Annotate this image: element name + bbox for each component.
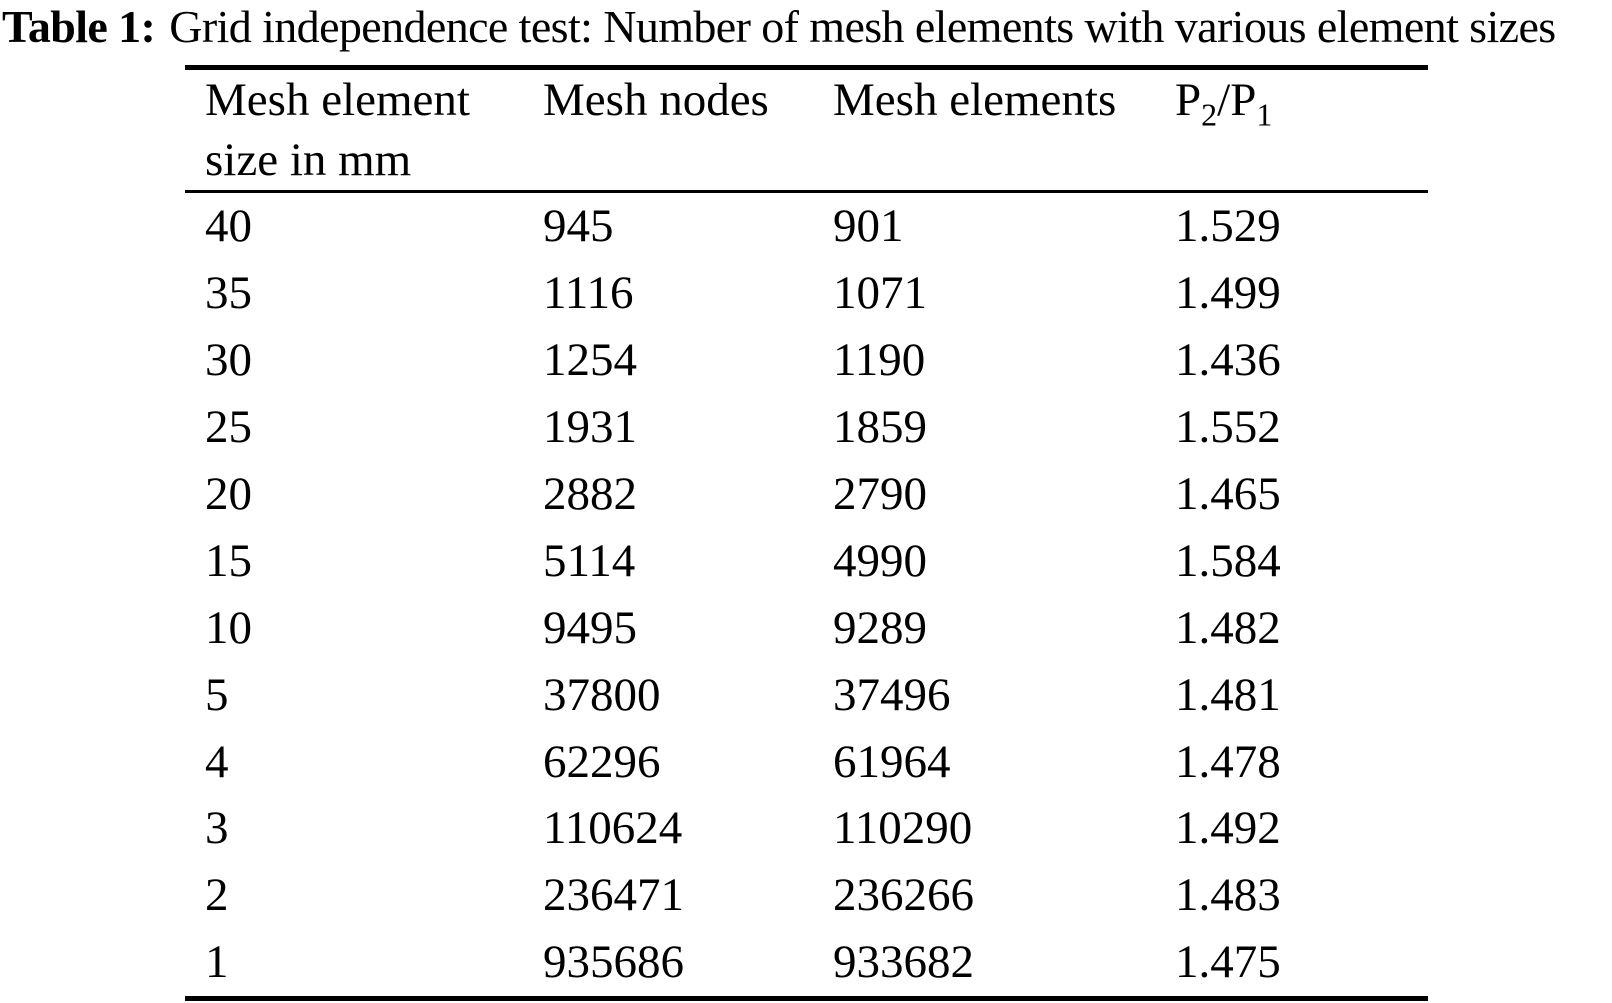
table-cell: 1254	[543, 334, 637, 387]
table-cell: 9289	[833, 601, 927, 654]
table-cell: 1.483	[1175, 869, 1281, 922]
table-cell: 40	[205, 200, 252, 253]
table-row: 20 2882 2790 1.465	[185, 461, 1428, 528]
table-cell: 10	[205, 601, 252, 654]
table-cell: 1116	[543, 267, 634, 320]
table-cell: 1859	[833, 401, 927, 454]
table-row: 15 5114 4990 1.584	[185, 527, 1428, 594]
table-cell: 4990	[833, 534, 927, 587]
table-cell: 2882	[543, 468, 637, 520]
table-row: 40 945 901 1.529	[185, 193, 1428, 260]
table-cell: 110290	[833, 802, 973, 855]
p2-base: P	[1175, 74, 1202, 126]
table-cell: 945	[543, 200, 614, 253]
table-cell: 37496	[833, 668, 951, 721]
table-row: 25 1931 1859 1.552	[185, 394, 1428, 461]
table-caption-label: Table 1:	[2, 1, 156, 52]
table-row: 30 1254 1190 1.436	[185, 327, 1428, 394]
table-row: 3 110624 110290 1.492	[185, 795, 1428, 862]
table-cell: 37800	[543, 668, 661, 721]
table-cell: 1190	[833, 334, 926, 387]
table-cell: 901	[833, 200, 904, 253]
table-cell: 236471	[543, 869, 684, 922]
table-bottom-rule	[185, 995, 1428, 1001]
table-row: 35 1116 1071 1.499	[185, 260, 1428, 327]
table-cell: 1.475	[1175, 936, 1281, 989]
table-cell: 1071	[833, 267, 927, 320]
table-row: 10 9495 9289 1.482	[185, 594, 1428, 661]
table-cell: 1.499	[1175, 267, 1281, 320]
table-cell: 1.465	[1175, 468, 1281, 520]
table-row: 4 62296 61964 1.478	[185, 728, 1428, 795]
table-caption: Table 1: Grid independence test: Number o…	[2, 0, 1556, 53]
table-cell: 1	[205, 936, 229, 989]
ratio-slash: /	[1217, 74, 1231, 126]
table-cell: 935686	[543, 936, 684, 989]
table-cell: 236266	[833, 869, 974, 922]
table-cell: 62296	[543, 735, 661, 788]
header-line: Mesh element	[205, 74, 470, 126]
table-cell: 933682	[833, 936, 974, 989]
header-line: size in mm	[205, 134, 412, 186]
header-p2-p1-ratio: P2/P1	[1175, 70, 1448, 190]
table-cell: 5	[205, 668, 229, 721]
grid-independence-table: Mesh element size in mm Mesh nodes Mesh …	[185, 65, 1428, 1001]
table-cell: 1.481	[1175, 668, 1281, 721]
header-mesh-elements: Mesh elements	[833, 74, 1117, 126]
table-cell: 5114	[543, 534, 636, 587]
table-cell: 1931	[543, 401, 637, 454]
table-cell: 1.482	[1175, 601, 1281, 654]
table-cell: 1.478	[1175, 735, 1281, 788]
table-body: 40 945 901 1.529 35 1116 1071 1.499 30 1254 1190 1.…	[185, 193, 1428, 996]
table-cell: 1.584	[1175, 534, 1281, 587]
table-cell: 15	[205, 534, 252, 587]
table-cell: 110624	[543, 802, 683, 855]
table-cell: 25	[205, 401, 252, 454]
table-cell: 35	[205, 267, 252, 320]
table-cell: 20	[205, 468, 252, 520]
header-mesh-element-size: Mesh element size in mm	[205, 70, 543, 190]
header-mesh-nodes: Mesh nodes	[543, 74, 769, 126]
table-cell: 61964	[833, 735, 951, 788]
table-cell: 30	[205, 334, 252, 387]
table-row: 1 935686 933682 1.475	[185, 929, 1428, 996]
table-cell: 2	[205, 869, 229, 922]
table-caption-text: Grid independence test: Number of mesh e…	[169, 1, 1556, 52]
p2-subscript: 2	[1201, 97, 1218, 133]
table-cell: 1.436	[1175, 334, 1281, 387]
table-cell: 1.492	[1175, 802, 1281, 855]
table-top-rule	[185, 65, 1428, 70]
table-cell: 2790	[833, 468, 927, 520]
table-cell: 3	[205, 802, 229, 855]
p1-base: P	[1230, 74, 1257, 126]
table-cell: 1.529	[1175, 200, 1281, 253]
table-cell: 9495	[543, 601, 637, 654]
table-mid-rule	[185, 190, 1428, 193]
table-cell: 1.552	[1175, 401, 1281, 454]
table-cell: 4	[205, 735, 229, 788]
table-row: 5 37800 37496 1.481	[185, 661, 1428, 728]
table-row: 2 236471 236266 1.483	[185, 862, 1428, 929]
p1-subscript: 1	[1256, 97, 1273, 133]
table-header-row: Mesh element size in mm Mesh nodes Mesh …	[185, 70, 1428, 190]
